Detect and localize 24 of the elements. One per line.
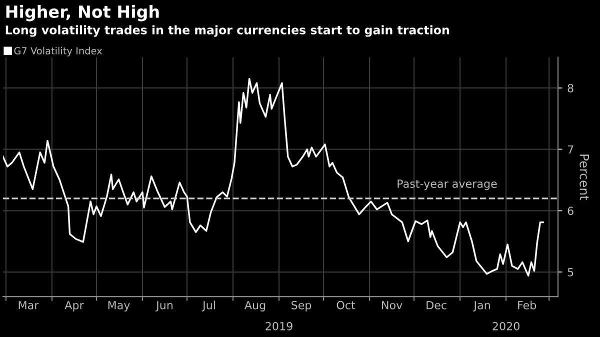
chart-subtitle: Long volatility trades in the major currencies start to gain traction (6, 25, 449, 37)
x-tick-label: Jul (202, 300, 215, 312)
y-tick-label: 8 (568, 84, 574, 92)
chart-title: Higher, Not High (6, 5, 159, 22)
x-tick-label: Sep (292, 300, 312, 312)
y-tick-label: 7 (568, 145, 574, 154)
x-tick-label: May (108, 301, 130, 312)
x-tick-label: Jan (473, 301, 490, 312)
x-tick-label: Jun (155, 301, 172, 312)
x-tick-label: Dec (426, 301, 446, 310)
ref-line-label: Past-year average (398, 180, 497, 190)
x-tick-label: Nov (382, 301, 402, 310)
x2-tick-label: 2020 (492, 322, 520, 330)
y-tick-label: 6 (568, 206, 574, 216)
x2-tick-label: 2019 (266, 322, 292, 330)
x-tick-label: Aug (244, 301, 266, 312)
y-tick-label: 5 (568, 268, 574, 276)
x-tick-label: Feb (518, 300, 536, 310)
x-tick-label: Oct (336, 300, 356, 310)
y-axis-title: Percent (580, 154, 589, 200)
x-tick-label: Apr (64, 301, 84, 312)
x-tick-label: Mar (18, 301, 39, 310)
line-series (3, 78, 544, 277)
legend-label: G7 Volatility Index (14, 46, 102, 56)
